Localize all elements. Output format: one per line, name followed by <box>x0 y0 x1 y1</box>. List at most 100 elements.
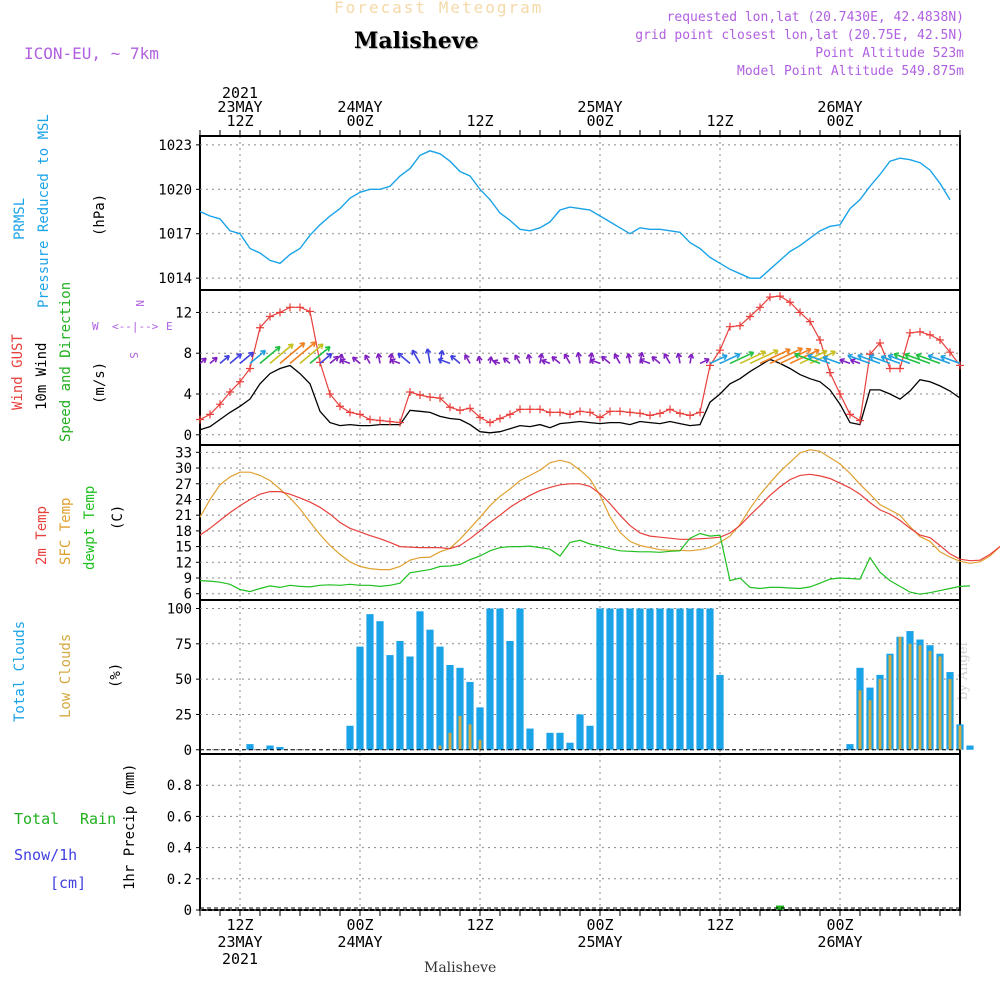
model-label: ICON-EU, ~ 7km <box>24 44 159 63</box>
wind-arrow <box>539 353 543 364</box>
gust-marker <box>896 364 904 373</box>
precip-unit-label: 1hr Precip (mm) <box>122 764 138 890</box>
wind-arrow-head <box>224 354 230 361</box>
wind-arrow-head <box>663 353 670 359</box>
gust-marker <box>936 335 944 344</box>
wind-arrow <box>239 351 254 365</box>
wind-arrow-head <box>476 355 483 362</box>
low-cloud-bar <box>438 745 442 750</box>
gust-marker <box>576 407 584 416</box>
gust-marker <box>786 298 794 307</box>
low-cloud-bar <box>948 679 952 750</box>
y-tick-label: 12 <box>175 555 192 571</box>
gust-label: Wind GUST <box>10 334 26 410</box>
gust-marker <box>886 364 894 373</box>
total-cloud-bar <box>596 608 604 750</box>
wind-arrow-head <box>337 353 345 359</box>
wind-direction-label: Speed and Direction <box>58 282 74 442</box>
wind-arrow-head <box>734 352 741 359</box>
wind-arrow <box>249 349 266 365</box>
wind-arrow <box>927 354 951 365</box>
gust-marker <box>326 390 334 399</box>
total-cloud-bar <box>696 608 704 750</box>
gust-marker <box>506 410 514 419</box>
wind-arrow <box>807 354 831 365</box>
y-tick-label: 24 <box>175 492 192 508</box>
wind-arrow <box>749 349 779 365</box>
gust-marker <box>526 405 534 414</box>
wind-arrow-head <box>424 348 432 354</box>
wind-arrow <box>839 358 851 365</box>
panel-pressure <box>199 135 961 291</box>
total-cloud-bar <box>566 742 574 750</box>
wind-arrow-head <box>927 353 934 360</box>
wind-arrow <box>450 355 461 365</box>
gust-marker <box>456 406 464 415</box>
bottom-time-label: 26MAY <box>817 933 862 951</box>
wind-arrow-head <box>893 352 900 359</box>
gust-marker <box>356 410 364 419</box>
gust-marker <box>776 292 784 301</box>
gust-marker <box>556 408 564 417</box>
compass-north: N <box>133 300 146 307</box>
gust-marker <box>386 417 394 426</box>
wind-arrow-head <box>310 341 317 348</box>
clouds-unit-label: (%) <box>108 663 124 688</box>
y-tick-label: 4 <box>184 387 192 403</box>
wind-arrow-head <box>274 345 281 352</box>
wind-arrow-head <box>805 347 812 354</box>
y-tick-label: 0 <box>184 743 192 759</box>
total-cloud-bar <box>516 608 524 750</box>
wind-arrow-head <box>317 343 324 350</box>
total-cloud-bar <box>436 646 444 750</box>
requested-coords: requested lon,lat (20.7430E, 42.4838N) <box>666 10 964 25</box>
total-cloud-bar <box>446 664 454 750</box>
total-cloud-bar <box>486 608 494 750</box>
wind-arrow-head <box>397 352 404 359</box>
wind-arrow-head <box>438 349 445 356</box>
wind-arrow <box>309 346 331 365</box>
wind-arrow <box>759 348 791 365</box>
panel-precip <box>199 753 961 911</box>
rain-bar <box>776 905 784 910</box>
wind-speed-line <box>199 358 961 434</box>
total-cloud-bar <box>466 681 474 750</box>
wind-arrow <box>377 353 381 364</box>
temp-line <box>199 473 1000 562</box>
bottom-time-label: 00Z <box>826 916 853 934</box>
wind-arrow <box>663 353 671 364</box>
gust-marker <box>626 408 634 417</box>
gust-marker <box>946 348 954 357</box>
total-label: Total <box>14 810 59 828</box>
total-cloud-bar <box>496 608 504 750</box>
total-cloud-bar <box>396 640 404 750</box>
bottom-time-label: 00Z <box>346 916 373 934</box>
gust-marker <box>766 293 774 302</box>
gust-marker <box>226 387 234 396</box>
gust-marker <box>906 328 914 337</box>
wind-arrow <box>464 354 471 364</box>
wind-arrow <box>847 354 871 365</box>
y-tick-label: 9 <box>184 571 192 587</box>
gust-marker <box>846 410 854 419</box>
y-tick-label: 12 <box>175 305 192 321</box>
wind-arrow-head <box>375 353 383 359</box>
gust-marker <box>276 308 284 317</box>
wind-arrow-head <box>904 352 910 359</box>
total-cloud-bar <box>636 608 644 750</box>
gust-marker <box>346 408 354 417</box>
wind-arrow-head <box>551 355 558 362</box>
low-cloud-bar <box>958 725 962 750</box>
wind-arrow <box>739 350 766 365</box>
total-cloud-bar <box>686 608 694 750</box>
compass-west: W <box>92 320 99 333</box>
wind-arrow-head <box>464 354 470 360</box>
wind-arrow-head <box>324 345 331 352</box>
bottom-time-label: 12Z <box>466 916 493 934</box>
wind-arrow-head <box>411 349 418 356</box>
total-cloud-bar <box>506 640 514 750</box>
wind-arrow <box>364 354 371 364</box>
wind-arrow-head <box>880 354 887 361</box>
wind-arrow <box>426 348 431 364</box>
